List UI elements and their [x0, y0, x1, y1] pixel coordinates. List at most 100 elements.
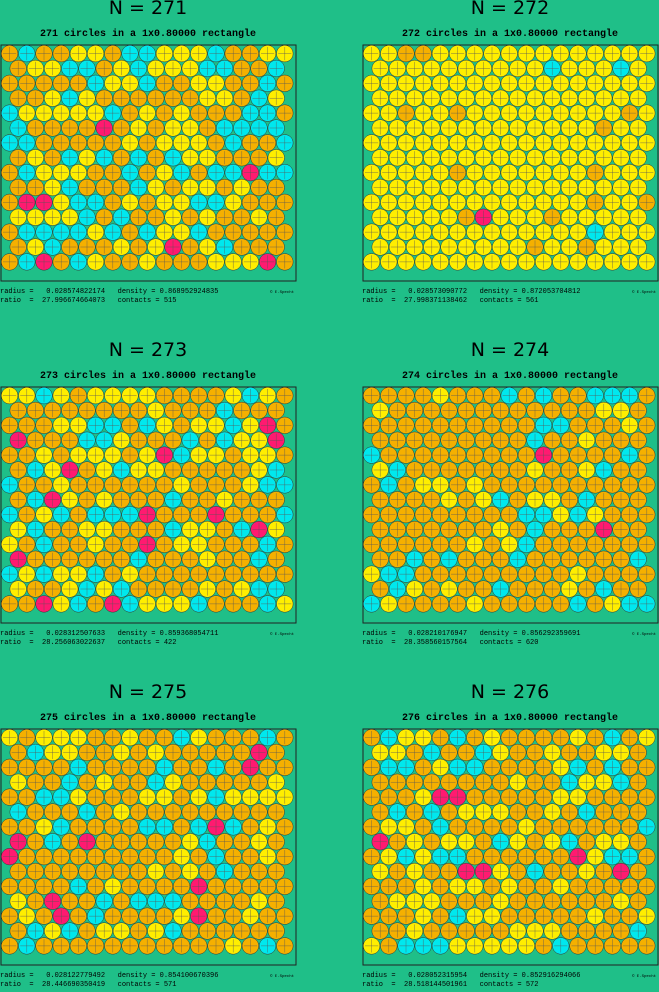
- contact-lines: [269, 552, 283, 566]
- contact-lines: [459, 61, 473, 76]
- contact-lines: [640, 508, 654, 522]
- contact-lines: [123, 106, 137, 120]
- contact-lines: [433, 106, 447, 120]
- contact-lines: [416, 47, 430, 61]
- contact-lines: [494, 522, 508, 537]
- contact-lines: [382, 567, 396, 581]
- contact-lines: [365, 389, 379, 403]
- contact-lines: [562, 403, 576, 418]
- contact-lines: [218, 463, 232, 477]
- contact-lines: [243, 389, 257, 403]
- contact-lines: [433, 537, 447, 551]
- contact-lines: [476, 180, 490, 195]
- contact-lines: [106, 106, 120, 120]
- contact-lines: [519, 478, 533, 492]
- contact-lines: [226, 418, 240, 432]
- contact-lines: [269, 240, 283, 254]
- contact-lines: [597, 463, 611, 477]
- contact-lines: [63, 61, 77, 76]
- contact-lines: [166, 552, 180, 566]
- contact-lines: [149, 151, 163, 165]
- contact-lines: [519, 597, 533, 611]
- contact-lines: [63, 775, 77, 789]
- contact-lines: [252, 463, 266, 477]
- contact-lines: [597, 522, 611, 537]
- contact-lines: [519, 136, 533, 150]
- contact-lines: [200, 240, 214, 254]
- contact-lines: [502, 537, 516, 551]
- contact-lines: [226, 448, 240, 462]
- contact-lines: [390, 582, 404, 596]
- contact-lines: [485, 389, 499, 403]
- info-line: radius = 0.028052315954 density = 0.8529…: [362, 972, 580, 980]
- contact-lines: [106, 418, 120, 432]
- contact-lines: [200, 61, 214, 76]
- contact-lines: [28, 775, 42, 789]
- contact-lines: [545, 433, 559, 447]
- contact-lines: [631, 61, 645, 76]
- contact-lines: [605, 478, 619, 492]
- contact-lines: [537, 136, 551, 150]
- contact-lines: [519, 106, 533, 120]
- contact-lines: [476, 493, 490, 507]
- contact-lines: [511, 61, 525, 76]
- contact-lines: [149, 552, 163, 566]
- contact-lines: [278, 448, 292, 462]
- contact-lines: [485, 448, 499, 462]
- contact-lines: [399, 166, 413, 180]
- contact-lines: [416, 597, 430, 611]
- contact-lines: [476, 91, 490, 105]
- contact-lines: [545, 522, 559, 537]
- contact-lines: [416, 106, 430, 120]
- contact-lines: [166, 151, 180, 165]
- contact-lines: [209, 418, 223, 432]
- contact-lines: [588, 537, 602, 551]
- contact-lines: [390, 463, 404, 477]
- contact-lines: [631, 582, 645, 596]
- contact-lines: [226, 225, 240, 239]
- contact-lines: [580, 180, 594, 195]
- contact-lines: [71, 731, 85, 745]
- contact-lines: [278, 47, 292, 61]
- contact-lines: [54, 418, 68, 432]
- contact-lines: [442, 121, 456, 135]
- contact-lines: [554, 508, 568, 522]
- contact-lines: [476, 463, 490, 477]
- contact-lines: [28, 91, 42, 105]
- contact-lines: [28, 180, 42, 195]
- contact-lines: [442, 180, 456, 195]
- contact-lines: [485, 255, 499, 269]
- contact-lines: [226, 76, 240, 90]
- contact-lines: [209, 255, 223, 269]
- contact-lines: [433, 255, 447, 269]
- contact-lines: [519, 508, 533, 522]
- contact-lines: [149, 403, 163, 418]
- contact-lines: [11, 493, 25, 507]
- contact-lines: [209, 225, 223, 239]
- contact-lines: [425, 180, 439, 195]
- contact-lines: [235, 745, 249, 760]
- contact-lines: [200, 522, 214, 537]
- contact-lines: [226, 537, 240, 551]
- contact-lines: [149, 91, 163, 105]
- contact-lines: [545, 210, 559, 224]
- contact-lines: [571, 76, 585, 90]
- contact-lines: [605, 448, 619, 462]
- contact-lines: [166, 775, 180, 789]
- contact-lines: [71, 597, 85, 611]
- contact-lines: [537, 76, 551, 90]
- contact-lines: [89, 106, 103, 120]
- contact-lines: [106, 47, 120, 61]
- contact-lines: [140, 225, 154, 239]
- contact-lines: [123, 136, 137, 150]
- contact-lines: [433, 597, 447, 611]
- contact-lines: [200, 582, 214, 596]
- contact-lines: [605, 389, 619, 403]
- contact-lines: [97, 552, 111, 566]
- contact-lines: [11, 61, 25, 76]
- contact-lines: [571, 567, 585, 581]
- contact-lines: [89, 255, 103, 269]
- contact-lines: [365, 225, 379, 239]
- contact-lines: [631, 403, 645, 418]
- contact-lines: [106, 597, 120, 611]
